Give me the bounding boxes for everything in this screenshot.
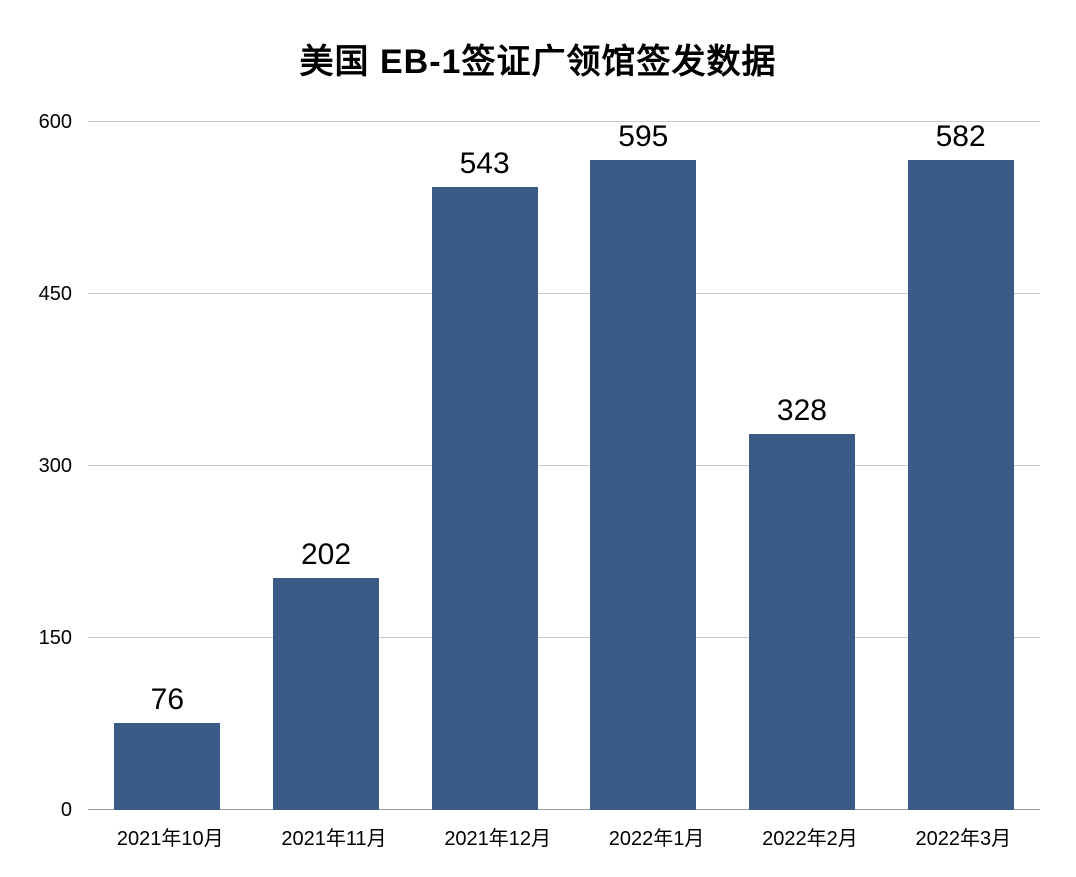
bar-value-label: 202 [300, 538, 352, 572]
y-tick-label: 600 [38, 111, 72, 133]
bar-column: 328 [748, 122, 855, 810]
y-tick-label: 0 [60, 799, 72, 821]
gridline [88, 637, 1040, 638]
x-tick-label: 2022年2月 [762, 828, 858, 850]
gridline [88, 293, 1040, 294]
x-tick-label: 2022年1月 [608, 828, 705, 850]
bar [431, 187, 538, 810]
bar-column: 582 [907, 120, 1014, 810]
bar [748, 433, 855, 810]
bar-column: 202 [272, 122, 379, 810]
x-tick-label: 2021年12月 [444, 828, 552, 850]
bar-column: 543 [431, 122, 538, 810]
x-tick-label: 2021年11月 [281, 828, 387, 850]
bar-value-label: 582 [935, 120, 986, 153]
bar [272, 578, 379, 810]
bar-value-label: 595 [618, 120, 669, 153]
gridline [88, 465, 1040, 466]
gridline [88, 121, 1040, 122]
bar-value-label: 543 [459, 147, 510, 181]
bar [114, 722, 221, 810]
x-axis-baseline [88, 809, 1040, 810]
x-axis-labels: 2021年10月 2021年11月 2021年12月 2022年1月 2022年2月 20… [88, 810, 1040, 851]
y-tick-label: 150 [38, 627, 72, 649]
bar-value-label: 76 [150, 682, 185, 716]
bar-value-label: 328 [776, 393, 827, 427]
bars: 76 202 543 595 328 582 [88, 122, 1040, 810]
y-tick-label: 450 [38, 283, 72, 305]
bar [590, 160, 697, 810]
bar-column: 76 [114, 122, 221, 810]
bar-column: 595 [590, 120, 697, 810]
x-tick-label: 2021年10月 [116, 828, 224, 850]
x-tick-label: 2022年3月 [915, 828, 1012, 850]
bar [907, 160, 1014, 810]
y-tick-label: 300 [38, 455, 72, 477]
plot-area: 0 150 300 450 600 76 202 543 595 328 582 2021年10月 2… [39, 112, 1040, 850]
chart-title: 美国 EB-1签证广领馆签发数据 [299, 43, 777, 81]
